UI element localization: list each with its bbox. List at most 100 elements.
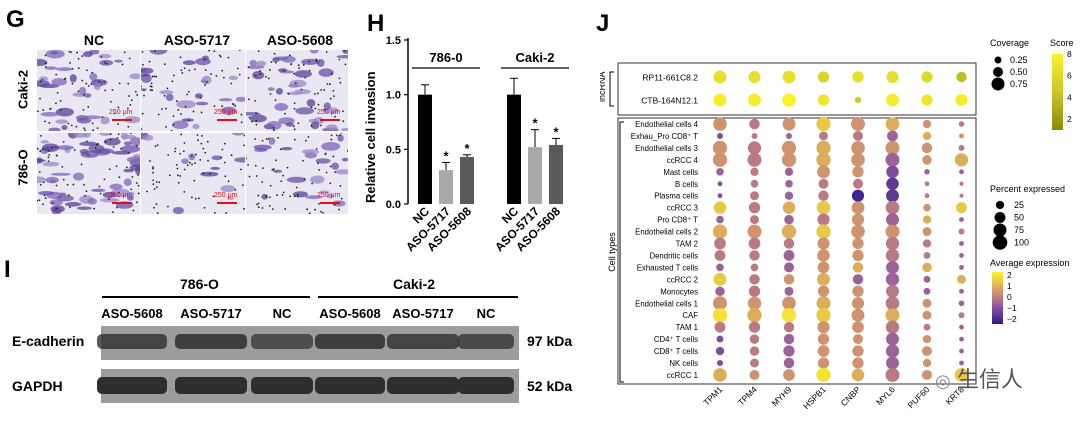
membrane-pore (194, 68, 196, 71)
cell-type-dot (885, 367, 900, 382)
cell-type-dot (852, 285, 864, 297)
cell-type-dot (716, 215, 724, 224)
cell-type-dot (817, 249, 830, 262)
scale-bar (112, 119, 132, 121)
cell-shape (172, 206, 184, 214)
scale-bar-label: 250 μm (109, 109, 133, 116)
membrane-pore (281, 193, 284, 196)
cell-type-dot (959, 181, 964, 186)
membrane-pore (85, 190, 88, 193)
cell-type-dot (923, 252, 931, 259)
cell-shape (176, 100, 196, 109)
membrane-pore (91, 122, 94, 125)
band-e-cadherin (315, 334, 385, 349)
cell-shape (102, 191, 116, 198)
percent-legend-label: 75 (1014, 225, 1024, 235)
membrane-pore (152, 167, 154, 170)
membrane-pore (87, 106, 90, 108)
membrane-pore (267, 137, 270, 140)
cell-type-dot (784, 262, 794, 273)
membrane-pore (204, 84, 206, 86)
bar (418, 94, 432, 204)
membrane-pore (261, 181, 264, 183)
cell-type-dot (885, 308, 900, 323)
cell-shape (141, 73, 151, 77)
cell-shape (123, 168, 135, 173)
cell-shape (48, 127, 61, 131)
membrane-pore (204, 151, 207, 154)
cell-types-bracket (619, 121, 624, 383)
cell-shape (114, 59, 123, 63)
membrane-pore (179, 152, 182, 155)
cell-type-dot (922, 119, 932, 129)
cell-type-dot (886, 189, 899, 203)
scale-bar-label: 250 μm (317, 109, 341, 116)
cell-type-dot (851, 117, 865, 131)
cell-shape (110, 188, 130, 198)
membrane-pore (193, 179, 196, 182)
cell-shape (50, 172, 71, 176)
cell-type-label: ccRCC 3 (667, 204, 698, 213)
cell-shape (82, 133, 91, 138)
cell-type-label: Exhau_Pro CD8⁺ T (631, 132, 698, 141)
membrane-pore (254, 74, 257, 77)
micrograph-caki-2-nc: 250 μm (37, 50, 140, 131)
membrane-pore (314, 208, 317, 211)
membrane-pore (287, 92, 290, 95)
cell-type-dot (851, 141, 865, 155)
membrane-pore (209, 172, 211, 175)
membrane-pore (265, 195, 268, 198)
membrane-pore (39, 80, 42, 83)
lncrna-bracket (609, 71, 614, 107)
membrane-pore (323, 108, 326, 111)
band-e-cadherin (387, 334, 459, 349)
bar-group-label: 786-0 (429, 50, 462, 65)
membrane-pore (137, 184, 140, 187)
membrane-pore (155, 181, 158, 183)
membrane-pore (334, 171, 337, 174)
cell-shape (228, 75, 239, 81)
membrane-pore (207, 159, 209, 162)
cell-shape (93, 81, 101, 91)
membrane-pore (38, 171, 41, 173)
cell-shape (233, 157, 245, 163)
membrane-pore (314, 93, 316, 95)
membrane-pore (199, 158, 202, 161)
cell-type-dot (749, 346, 760, 356)
membrane-pore (261, 139, 264, 142)
significance-marker: * (553, 124, 559, 139)
membrane-pore (205, 81, 208, 84)
cell-type-dot (819, 131, 828, 141)
membrane-pore (183, 67, 186, 70)
cell-shape (55, 107, 74, 117)
membrane-pore (146, 190, 148, 193)
membrane-pore (153, 75, 156, 78)
membrane-pore (117, 106, 120, 109)
cell-type-dot (959, 253, 964, 258)
expression-legend-title: Average expression (990, 258, 1069, 268)
membrane-pore (42, 148, 44, 151)
membrane-pore (183, 168, 186, 171)
cell-shape (72, 92, 88, 97)
cell-shape (342, 50, 348, 54)
cell-type-dot (886, 284, 899, 298)
cell-type-dot (922, 346, 932, 357)
cell-type-label: Exhausted T cells (637, 263, 698, 272)
cell-type-dot (959, 193, 964, 198)
column-header-nc: NC (83, 32, 105, 48)
cell-type-dot (716, 167, 724, 176)
membrane-pore (69, 62, 71, 64)
membrane-pore (231, 103, 234, 105)
cell-type-dot (851, 368, 865, 382)
cell-type-label: Endothelial cells 2 (635, 228, 698, 237)
micrograph-786-o-nc: 250 μm (37, 133, 140, 214)
cell-type-dot (717, 193, 723, 199)
cell-type-dot (786, 132, 792, 139)
membrane-pore (93, 207, 95, 210)
cell-type-dot (922, 358, 932, 368)
percent-legend-title: Percent expressed (990, 184, 1065, 194)
cell-shape (126, 194, 134, 201)
membrane-pore (59, 99, 62, 102)
cell-type-dot (885, 344, 900, 358)
membrane-pore (329, 165, 332, 168)
